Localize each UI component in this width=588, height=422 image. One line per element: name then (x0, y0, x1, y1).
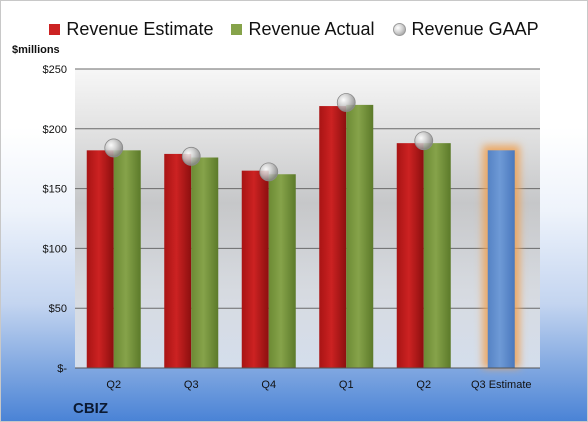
x-tick-label: Q2 (106, 379, 121, 391)
y-tick-label: $100 (43, 243, 67, 255)
y-tick-label: $- (57, 363, 67, 375)
legend-label-estimate: Revenue Estimate (66, 18, 214, 39)
bar-revenue-actual (113, 150, 141, 368)
bar-revenue-estimate (86, 150, 114, 368)
point-revenue-gaap (181, 146, 201, 166)
point-revenue-gaap (104, 138, 124, 158)
legend: Revenue Estimate Revenue Actual Revenue … (1, 17, 587, 41)
bar-revenue-estimate (319, 106, 347, 369)
bar-revenue-estimate (241, 170, 269, 368)
bar-forecast-estimate (487, 150, 515, 368)
bar-revenue-actual (191, 157, 219, 368)
bar-revenue-actual (268, 174, 296, 368)
x-tick-label: Q4 (261, 379, 276, 391)
legend-label-actual: Revenue Actual (248, 18, 375, 39)
company-label: CBIZ (73, 400, 108, 417)
plot-area (75, 69, 540, 368)
y-tick-label: $50 (49, 303, 67, 315)
point-revenue-gaap (336, 93, 356, 112)
legend-swatch-actual (231, 23, 243, 35)
x-tick-label: Q1 (339, 379, 354, 391)
x-tick-label: Q3 Estimate (471, 379, 532, 391)
y-axis-unit-label: $millions (12, 44, 60, 56)
legend-label-gaap: Revenue GAAP (411, 18, 539, 39)
legend-swatch-gaap (392, 22, 406, 36)
legend-item-estimate: Revenue Estimate (49, 19, 213, 40)
y-tick-label: $150 (43, 184, 67, 196)
y-tick-label: $200 (43, 124, 67, 136)
bar-revenue-estimate (396, 143, 424, 368)
x-tick-label: Q3 (184, 379, 199, 391)
legend-item-gaap: Revenue GAAP (392, 18, 539, 40)
y-tick-label: $250 (43, 64, 67, 76)
legend-swatch-estimate (49, 23, 61, 35)
point-revenue-gaap (259, 162, 279, 182)
bar-revenue-estimate (164, 153, 192, 368)
x-tick-label: Q2 (416, 379, 431, 391)
bar-revenue-actual (346, 104, 374, 368)
point-revenue-gaap (414, 131, 434, 151)
bar-revenue-actual (423, 143, 451, 368)
legend-item-actual: Revenue Actual (231, 18, 375, 40)
